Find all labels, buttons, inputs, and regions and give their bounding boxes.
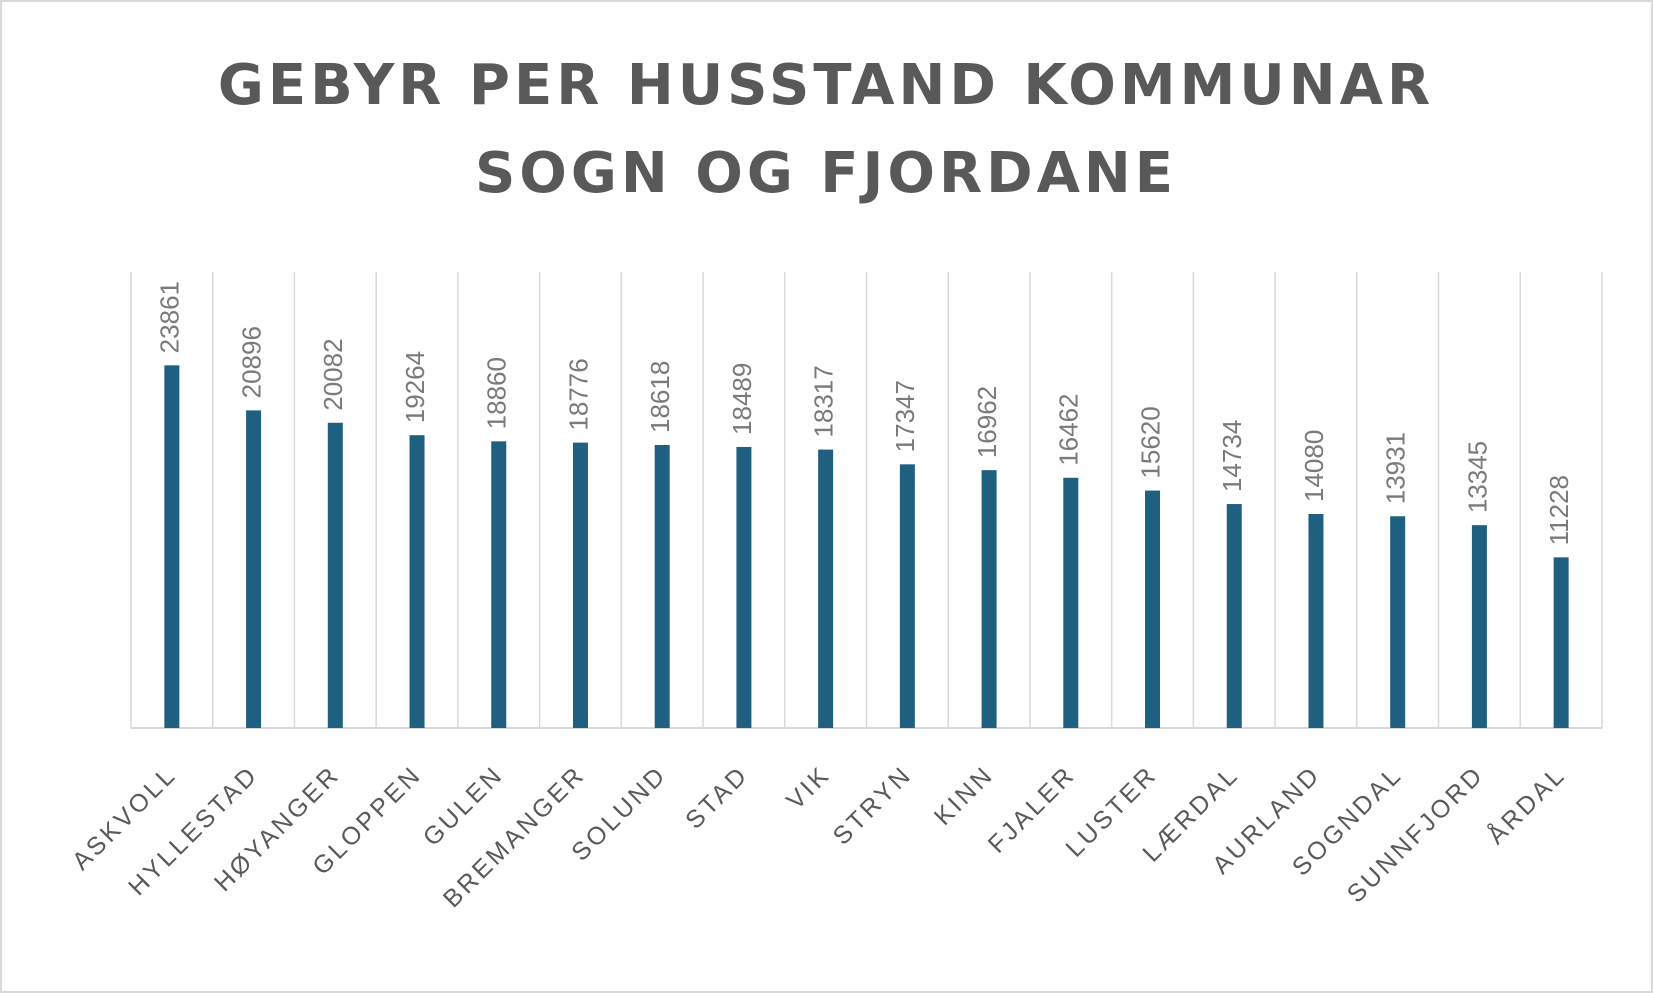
bar — [736, 446, 752, 728]
bar — [818, 449, 834, 728]
chart-title: GEBYR PER HUSSTAND KOMMUNAR — [218, 53, 1434, 118]
data-label: 18776 — [563, 358, 593, 430]
bar — [1063, 477, 1079, 728]
data-label: 18317 — [809, 365, 839, 437]
bar — [981, 470, 997, 728]
data-label: 16462 — [1054, 393, 1084, 465]
data-label: 13345 — [1462, 441, 1492, 513]
bar — [1553, 557, 1569, 728]
data-label: 15620 — [1135, 406, 1165, 478]
data-label: 20896 — [236, 326, 266, 398]
data-label: 18860 — [482, 357, 512, 429]
bar — [572, 442, 588, 728]
bar — [491, 441, 507, 728]
data-label: 14080 — [1299, 430, 1329, 502]
data-label: 16962 — [972, 386, 1002, 458]
bar — [327, 422, 343, 728]
data-label: 17347 — [890, 380, 920, 452]
data-label: 18489 — [727, 363, 757, 435]
data-label: 13931 — [1381, 432, 1411, 504]
data-label: 11228 — [1544, 475, 1574, 545]
bar — [1145, 490, 1161, 728]
data-label: 19264 — [400, 351, 430, 423]
bar — [164, 365, 180, 728]
bar — [654, 445, 670, 728]
bar — [1226, 504, 1242, 728]
bar — [1390, 516, 1406, 728]
data-label: 18618 — [645, 361, 675, 433]
data-label: 20082 — [318, 338, 348, 410]
bar — [1308, 513, 1324, 728]
chart-title: SOGN OG FJORDANE — [475, 141, 1177, 206]
bar — [409, 435, 425, 728]
data-label: 14734 — [1217, 420, 1247, 492]
data-label: 23861 — [155, 281, 185, 353]
bar — [1471, 525, 1487, 728]
bar — [899, 464, 915, 728]
bar — [246, 410, 262, 728]
